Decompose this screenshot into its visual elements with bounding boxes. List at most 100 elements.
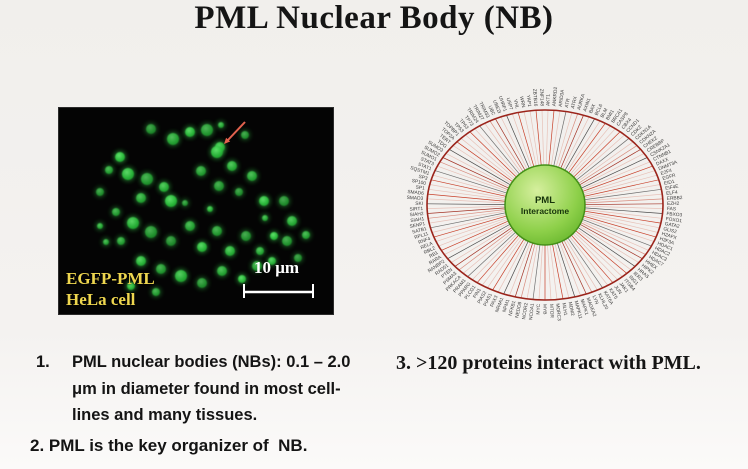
nuclear-body-dot bbox=[201, 124, 213, 136]
protein-label: RELA bbox=[420, 240, 435, 251]
nuclear-body-dot bbox=[185, 127, 195, 137]
protein-label: BAX bbox=[588, 103, 597, 115]
protein-label: SKI bbox=[415, 201, 423, 207]
nuclear-body-dot bbox=[182, 200, 188, 206]
protein-label: MDM2 bbox=[567, 301, 576, 316]
protein-label: RBL2 bbox=[423, 245, 437, 256]
protein-label: UHRF1 bbox=[497, 95, 508, 112]
nuclear-body-dot bbox=[217, 266, 227, 276]
nuclear-body-dot bbox=[259, 196, 269, 206]
protein-label: RNF4 bbox=[417, 236, 431, 246]
protein-label: JUN bbox=[613, 284, 624, 296]
note-1-number: 1. bbox=[36, 353, 50, 371]
protein-label: SMAD3 bbox=[406, 195, 423, 202]
protein-label: FAS bbox=[667, 206, 676, 212]
nuclear-body-dot bbox=[167, 133, 179, 145]
note-3: 3. >120 proteins interact with PML. bbox=[396, 352, 701, 374]
nuclear-body-dot bbox=[96, 188, 104, 196]
protein-label: ZBTB16 bbox=[531, 89, 538, 107]
interactome-svg: AKT1 ANKRD2 ARID3A ATR ATRXAURKAAXIN1BAXBCL6… bbox=[406, 86, 683, 321]
protein-label: SATB1 bbox=[412, 226, 428, 235]
nuclear-body-dot bbox=[262, 215, 268, 221]
protein-label: KAT5 bbox=[607, 287, 618, 300]
nuclear-body-dot bbox=[136, 193, 146, 203]
protein-label: MYC bbox=[536, 303, 543, 314]
nuclear-body-dot bbox=[241, 231, 251, 241]
protein-label: NR4A1 bbox=[494, 296, 505, 313]
protein-label: ERBB2 bbox=[667, 195, 683, 202]
protein-label: DAXX bbox=[655, 156, 670, 167]
nuclear-body-dot bbox=[127, 217, 139, 229]
note-1-text: PML nuclear bodies (NBs): 0.1 – 2.0 μm i… bbox=[72, 353, 351, 425]
protein-label: H2AFX bbox=[661, 231, 678, 241]
protein-label: EIF4E bbox=[665, 184, 679, 192]
protein-label: EID1 bbox=[664, 179, 676, 187]
interactome-center-node bbox=[504, 164, 586, 246]
protein-label: BCL6 bbox=[594, 103, 605, 117]
protein-label: RPL11 bbox=[414, 231, 430, 241]
nuclear-body-dot bbox=[214, 181, 224, 191]
nuclear-body-dot bbox=[302, 231, 310, 239]
nuclear-body-dot bbox=[287, 216, 297, 226]
nuclear-body-dot bbox=[279, 196, 289, 206]
protein-label: HDAC1 bbox=[656, 241, 674, 253]
nuclear-body-dot bbox=[238, 275, 246, 283]
nuclear-body-dot bbox=[207, 206, 213, 212]
protein-label: MYB bbox=[542, 304, 548, 314]
nuclear-body-dot bbox=[218, 122, 224, 128]
protein-label: NCOR2 bbox=[521, 302, 530, 320]
nuclear-body-dot bbox=[175, 270, 187, 282]
nuclear-body-dot bbox=[136, 256, 146, 266]
nuclear-body-dot bbox=[112, 208, 120, 216]
nuclear-body-dot bbox=[294, 254, 302, 262]
protein-label: YAP1 bbox=[525, 95, 533, 108]
protein-label: TP73 bbox=[463, 115, 475, 128]
protein-label: SP3 bbox=[418, 174, 429, 182]
nuclear-body-dot bbox=[166, 236, 176, 246]
scale-bar-label: 10 μm bbox=[253, 258, 299, 277]
protein-label: SP1 bbox=[415, 184, 425, 191]
nuclear-body-dot bbox=[197, 242, 207, 252]
protein-label: STAT3 bbox=[419, 156, 435, 167]
protein-label: AURKA bbox=[576, 92, 587, 110]
nuclear-body-dot bbox=[247, 171, 257, 181]
protein-label: PAX3 bbox=[489, 294, 499, 308]
protein-label: MAPK1 bbox=[579, 299, 590, 317]
nuclear-body-dot bbox=[97, 223, 103, 229]
egfp-pml-label: EGFP-PML bbox=[66, 269, 155, 288]
pointer-arrowhead-icon bbox=[224, 137, 231, 144]
nuclear-body-dot bbox=[282, 236, 292, 246]
nuclear-body-dot bbox=[122, 168, 134, 180]
protein-label: IER3 bbox=[632, 271, 644, 283]
protein-label: LYN bbox=[591, 295, 600, 306]
protein-label: WRN bbox=[518, 96, 526, 109]
protein-label: PIAS1 bbox=[482, 292, 494, 307]
nuclear-body-dot bbox=[235, 188, 243, 196]
protein-label: BMI1 bbox=[605, 109, 616, 122]
protein-label: H3F3A bbox=[659, 236, 676, 247]
nuclear-body-dot bbox=[117, 237, 125, 245]
protein-label: SIAH2 bbox=[409, 211, 424, 218]
protein-label: EZH2 bbox=[667, 201, 680, 207]
nuclear-body-dot bbox=[268, 257, 276, 265]
note-1: 1. PML nuclear bodies (NBs): 0.1 – 2.0 μ… bbox=[36, 349, 366, 429]
protein-label: FBXO3 bbox=[666, 211, 683, 218]
nuclear-body-dot bbox=[152, 288, 160, 296]
protein-label: AXIN1 bbox=[582, 97, 592, 112]
protein-label: SENP1 bbox=[409, 221, 426, 230]
nuclear-body-dot bbox=[185, 221, 195, 231]
micrograph-overlay bbox=[224, 121, 314, 298]
protein-label: NCOA1 bbox=[528, 303, 536, 320]
protein-label: ELF4 bbox=[666, 190, 678, 197]
pointer-arrow-icon bbox=[227, 121, 246, 141]
nuclear-body-dot bbox=[103, 239, 109, 245]
slide-title: PML Nuclear Body (NB) bbox=[194, 0, 554, 36]
nuclear-body-dot bbox=[212, 226, 222, 236]
protein-label: MLH1 bbox=[560, 302, 568, 316]
hela-cell-label: HeLa cell bbox=[66, 290, 136, 309]
protein-label: SIRT1 bbox=[409, 206, 423, 213]
nuclear-body-dot bbox=[252, 261, 262, 271]
nuclear-body-dot bbox=[197, 278, 207, 288]
nuclear-body-dot bbox=[105, 166, 113, 174]
interactome-diagram: AKT1 ANKRD2 ARID3A ATR ATRX AURKA AXIN1 BAX BCL6… bbox=[391, 59, 701, 351]
